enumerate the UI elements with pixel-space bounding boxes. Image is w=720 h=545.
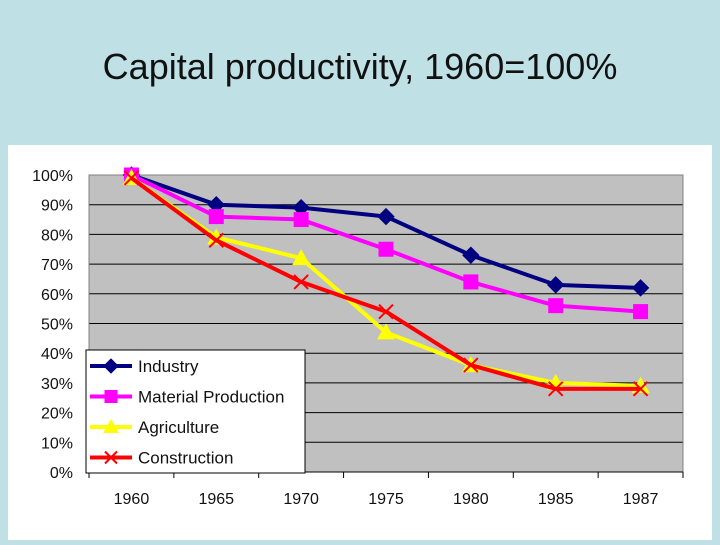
x-tick-label: 1975 (368, 491, 404, 508)
axes: 0% 10% 20% 30% 40% 50% 60% 70% 80% 90% 100% 1960 196… (32, 168, 684, 508)
slide-title: Capital productivity, 1960=100% (102, 46, 618, 87)
data-point-material-production (208, 209, 224, 225)
legend-swatch-marker (104, 390, 118, 403)
legend-swatch-marker (103, 419, 119, 433)
y-tick-label: 90% (41, 198, 73, 215)
legend-item-industry: Industry (90, 357, 199, 376)
data-point-construction-stroke-b (632, 381, 649, 397)
legend-item-material-production: Material Production (90, 388, 284, 407)
x-tick-label: 1965 (198, 491, 234, 508)
data-point-material-production (548, 298, 564, 314)
data-point-material-production (378, 241, 394, 257)
data-point-industry (631, 279, 650, 297)
y-tick-label: 20% (41, 406, 73, 423)
data-point-construction-stroke-b (463, 357, 479, 373)
series-group (122, 166, 650, 397)
data-point-material-production (293, 212, 309, 228)
legend-box (85, 349, 306, 474)
y-tick-label: 40% (41, 346, 73, 363)
legend: Industry Material Production Agriculture Co… (85, 349, 306, 474)
data-point-construction-stroke-b (378, 303, 394, 320)
x-tick-label: 1970 (283, 491, 319, 508)
y-tick-label: 0% (50, 465, 73, 482)
data-point-agriculture (292, 249, 311, 266)
data-point-material-production (633, 304, 649, 320)
data-point-construction (378, 303, 394, 320)
x-tick-label: 1960 (114, 491, 150, 508)
x-tick-label: 1985 (538, 491, 574, 508)
y-tick-label: 80% (41, 227, 73, 244)
y-tick-label: 30% (41, 376, 73, 393)
y-tick-label: 70% (41, 257, 73, 274)
legend-label: Industry (138, 357, 199, 376)
legend-label: Agriculture (138, 418, 219, 437)
data-point-construction-stroke-b (548, 381, 564, 397)
data-point-construction (463, 357, 479, 373)
series-industry (122, 166, 650, 297)
legend-swatch-marker-stroke-b (104, 450, 118, 465)
legend-label: Construction (138, 449, 233, 468)
data-point-construction-stroke-b (293, 274, 309, 290)
data-point-construction (208, 232, 224, 249)
data-point-agriculture (377, 323, 395, 340)
data-point-construction (293, 274, 309, 290)
legend-item-construction: Construction (90, 449, 233, 468)
line-chart: 0% 10% 20% 30% 40% 50% 60% 70% 80% 90% 100% 1960 196… (32, 166, 684, 508)
series-construction (123, 170, 649, 397)
y-tick-label: 60% (41, 287, 73, 304)
x-tick-label: 1980 (453, 491, 489, 508)
data-point-construction (548, 381, 564, 397)
legend-label: Material Production (138, 388, 284, 407)
series-material-production (123, 167, 649, 320)
legend-item-agriculture: Agriculture (90, 418, 219, 437)
data-point-construction (632, 381, 649, 397)
x-tick-label: 1987 (623, 491, 659, 508)
chart-card: 0% 10% 20% 30% 40% 50% 60% 70% 80% 90% 100% 1960 196… (8, 145, 712, 540)
data-point-industry (377, 207, 395, 226)
data-point-construction-stroke-b (123, 170, 140, 186)
y-tick-label: 50% (41, 317, 73, 334)
data-point-material-production (463, 274, 479, 290)
y-tick-label: 100% (32, 168, 73, 185)
data-point-construction-stroke-b (208, 232, 224, 249)
data-point-construction (123, 170, 140, 186)
y-tick-label: 10% (41, 435, 73, 452)
legend-swatch-marker (103, 358, 119, 374)
data-point-industry (462, 246, 480, 264)
data-point-industry (547, 276, 565, 294)
legend-swatch-marker (104, 450, 118, 465)
